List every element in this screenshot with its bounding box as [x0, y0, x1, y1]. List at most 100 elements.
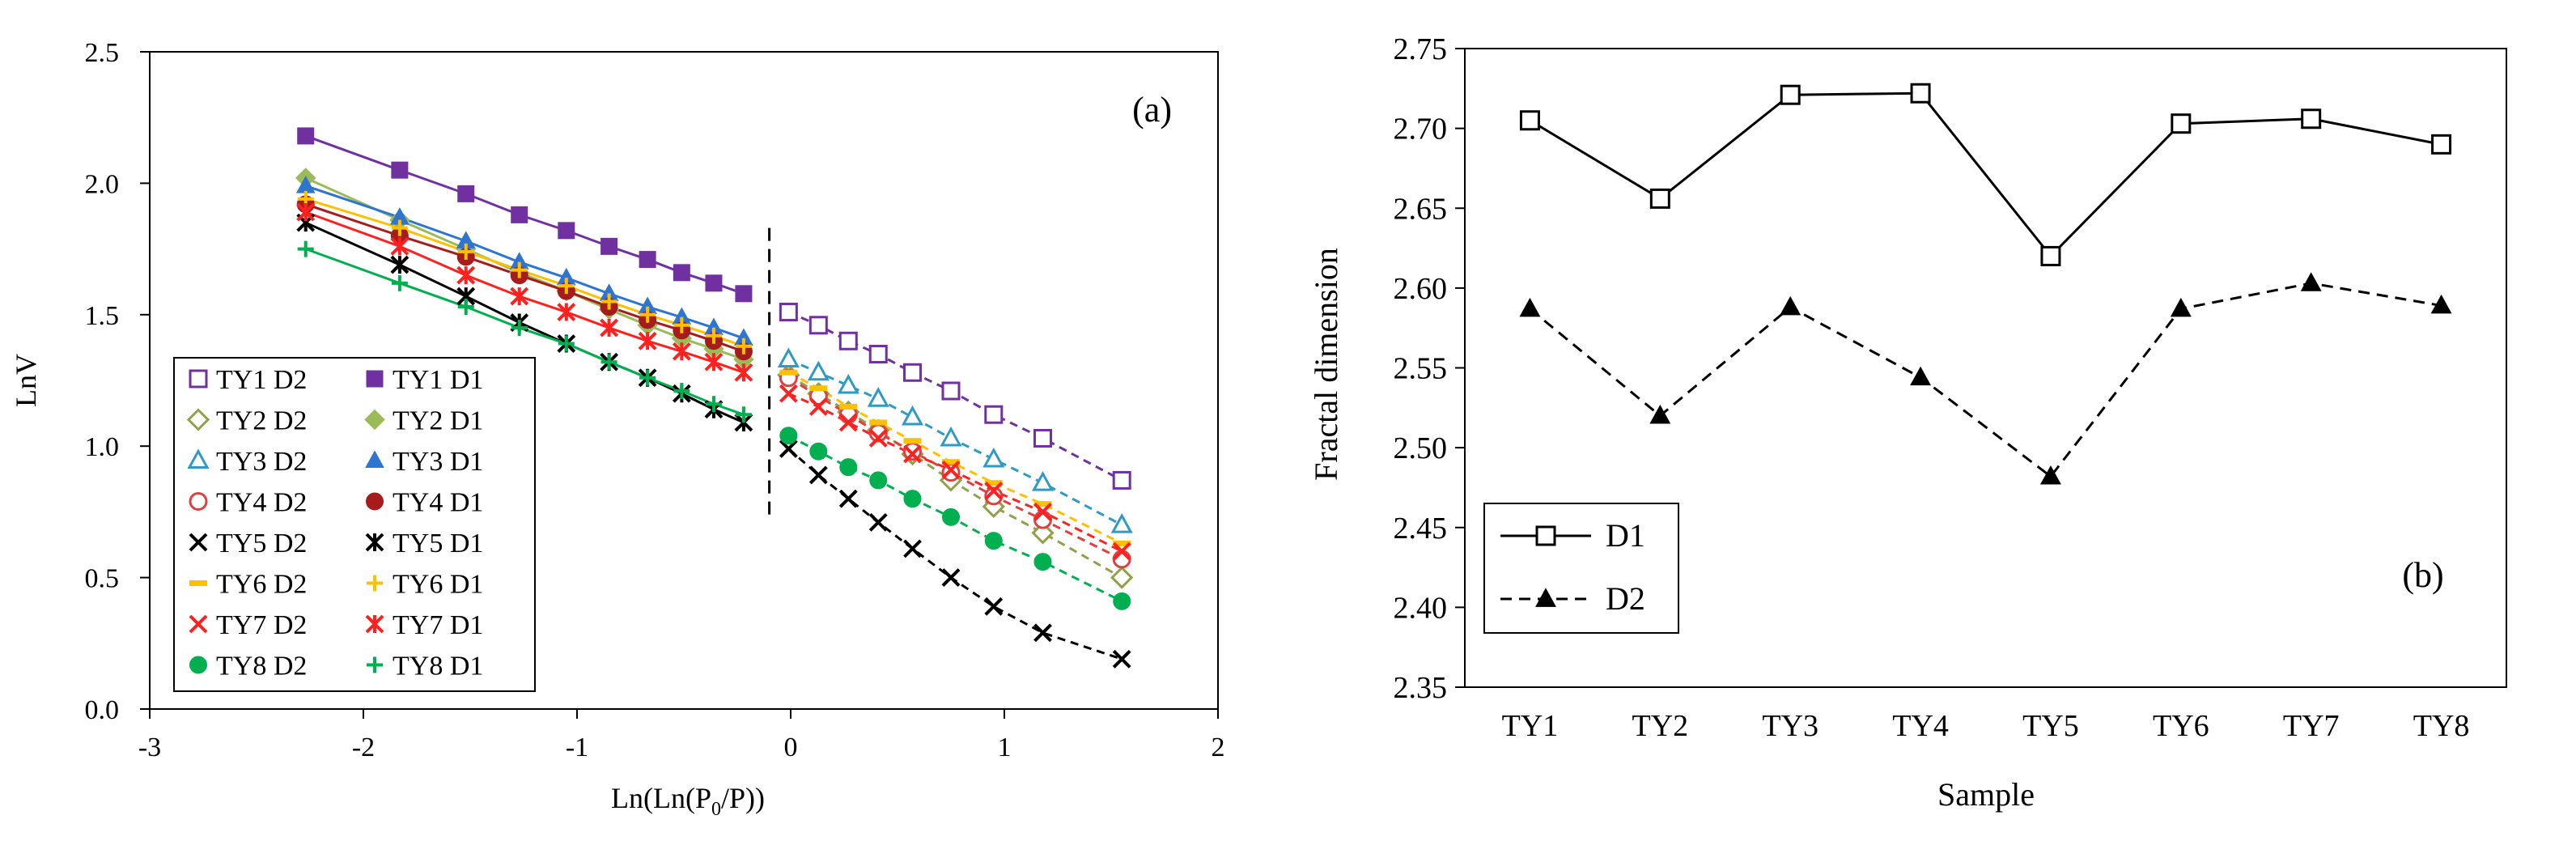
data-point [1112, 541, 1131, 561]
data-point-shape [2170, 297, 2192, 317]
data-point-shape [639, 251, 656, 269]
data-point-shape [1649, 404, 1671, 424]
data-point [868, 345, 888, 364]
legend-item: TY7 D2 [189, 610, 307, 640]
panel-a-y-tick-label: 2.5 [85, 38, 120, 68]
legend-marker-shape [365, 614, 384, 634]
data-point-shape [297, 240, 314, 257]
data-point-shape [779, 384, 798, 403]
legend-marker-shape [365, 450, 384, 468]
data-point-shape [1113, 540, 1131, 546]
data-point-shape [296, 202, 316, 222]
legend-marker [367, 575, 383, 592]
series-line [305, 248, 745, 416]
data-point [838, 413, 858, 432]
panel-a-x-axis-title-sub: 0 [711, 799, 721, 820]
data-point [942, 507, 960, 526]
series-line [305, 134, 745, 295]
data-point-shape [2431, 134, 2452, 155]
data-point [779, 439, 798, 458]
legend-label: TY8 D1 [393, 652, 483, 682]
data-point [296, 202, 316, 222]
data-point-shape [903, 539, 922, 558]
data-point-shape [511, 261, 528, 278]
data-point-shape [1112, 541, 1131, 561]
data-point [639, 306, 656, 323]
series-line [305, 197, 745, 348]
legend-marker-shape [367, 575, 383, 592]
data-point-shape [838, 331, 858, 350]
legend-marker [189, 492, 208, 511]
data-point [777, 347, 800, 368]
legend-item: TY4 D1 [366, 488, 483, 518]
data-point [735, 285, 753, 303]
data-point [901, 405, 924, 426]
data-point-shape [868, 512, 888, 532]
data-point [941, 568, 961, 588]
data-point-shape [297, 127, 315, 145]
data-point-shape [558, 222, 575, 240]
data-point [601, 354, 617, 371]
legend-marker [364, 409, 385, 431]
legend-label: TY6 D2 [216, 570, 307, 600]
data-point-shape [902, 442, 922, 461]
data-point-shape [639, 369, 656, 386]
data-point-shape [1780, 295, 1802, 316]
data-point-shape [639, 306, 656, 323]
data-point-shape [456, 265, 476, 285]
panel-a-x-axis-title: Ln(Ln(P0/P)) [611, 782, 765, 820]
legend-marker-shape [367, 656, 383, 673]
data-point-shape [705, 327, 722, 344]
data-point-shape [867, 387, 889, 407]
legend-marker [187, 448, 210, 469]
data-point [705, 327, 722, 344]
legend-label: TY3 D2 [216, 447, 307, 477]
data-point-shape [457, 299, 474, 316]
legend-label: TY2 D2 [216, 406, 307, 436]
data-point [600, 318, 619, 338]
data-point-shape [901, 405, 924, 426]
data-point-shape [942, 459, 960, 465]
data-point [779, 427, 798, 445]
data-point [297, 127, 315, 145]
legend-marker-shape [366, 492, 384, 511]
data-point [1780, 295, 1802, 316]
series-line [1529, 282, 2442, 478]
data-point-shape [809, 442, 828, 461]
data-point-shape [601, 293, 617, 310]
data-point [601, 293, 617, 310]
data-point-shape [808, 397, 828, 416]
data-point [1910, 366, 1932, 386]
data-point [1649, 404, 1671, 424]
data-point-shape [673, 382, 690, 399]
data-point-shape [704, 352, 724, 372]
panel-b-series-markers [1519, 83, 2452, 485]
legend-marker [367, 656, 383, 673]
data-point-shape [511, 206, 528, 223]
data-point-shape [984, 597, 1004, 616]
data-point-shape [984, 405, 1004, 424]
series-line [787, 374, 1122, 579]
legend-item: TY1 D2 [189, 365, 307, 395]
data-point [673, 316, 690, 333]
data-point [457, 243, 474, 260]
legend-item: TY5 D1 [365, 529, 483, 558]
data-point [779, 384, 798, 403]
legend-marker-shape [189, 656, 207, 674]
panel-b-y-tick-label: 2.65 [1394, 192, 1448, 226]
legend-label: D2 [1606, 580, 1645, 617]
panel-a-y-axis-title: LnV [10, 354, 42, 407]
data-point [808, 316, 828, 335]
data-point-shape [984, 480, 1003, 486]
legend-marker [189, 369, 208, 389]
legend-item: TY6 D1 [367, 570, 483, 600]
panel-a-x-tick-label: -1 [566, 732, 588, 762]
data-point [903, 438, 922, 444]
data-point-shape [941, 381, 961, 401]
data-point [1031, 521, 1055, 545]
legend-item: D2 [1500, 580, 1645, 617]
data-point-shape [735, 285, 753, 303]
legend-label: TY1 D1 [393, 365, 483, 395]
data-point-shape [391, 274, 408, 291]
panel-b-y-tick-label: 2.60 [1394, 272, 1448, 306]
